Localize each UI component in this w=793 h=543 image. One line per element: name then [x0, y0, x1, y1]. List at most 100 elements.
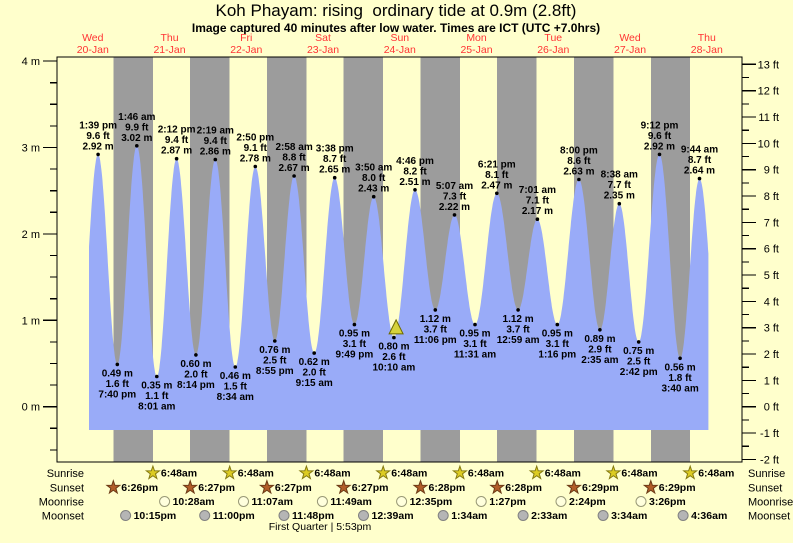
moonset-circle-icon	[517, 510, 529, 521]
tide-annotation-high: 8:00 pm	[560, 146, 598, 157]
moonrise-time: 12:35pm	[410, 496, 453, 508]
sunrise-star-icon	[528, 464, 545, 480]
tide-annotation-high: 8.7 ft	[323, 154, 347, 165]
tide-extreme-dot	[312, 351, 317, 355]
tide-extreme-dot	[174, 156, 179, 161]
day-label-weekday: Mon	[466, 32, 487, 44]
tide-annotations: 1:39 pm9.6 ft2.92 m0.49 m1.6 ft7:40 pm1:…	[79, 112, 718, 413]
sunrise-star-icon	[605, 464, 622, 480]
tide-extreme-dot	[495, 191, 499, 196]
page-subtitle: Image captured 40 minutes after low wate…	[192, 21, 600, 35]
moonset-time: 11:00pm	[213, 510, 255, 522]
tide-extreme-dot	[213, 157, 218, 162]
moonrise-time: 10:28am	[173, 496, 215, 508]
tide-annotation-low: 2.5 ft	[263, 356, 287, 367]
sunrise-time: 6:48am	[468, 468, 504, 480]
tide-annotation-low: 10:10 am	[372, 363, 415, 374]
tide-annotation-high: 2:50 pm	[236, 133, 274, 144]
day-labels: Wed20-JanThu21-JanFri22-JanSat23-JanSun2…	[77, 32, 723, 56]
sunrise-star-icon	[298, 464, 315, 480]
tide-annotation-low: 12:59 am	[497, 335, 540, 346]
sunset-time: 6:27pm	[198, 482, 235, 494]
sunset-star-icon	[566, 479, 582, 495]
tide-annotation-low: 11:06 pm	[414, 335, 457, 346]
tide-annotation-low: 0.75 m	[623, 346, 654, 357]
sunset-time: 6:27pm	[352, 482, 389, 494]
tide-annotation-low: 2.5 ft	[627, 356, 651, 367]
tide-annotation-high: 5:07 am	[436, 181, 473, 192]
tide-annotation-high: 8.8 ft	[282, 153, 306, 164]
tide-annotation-low: 2.0 ft	[303, 368, 327, 379]
sunset-star-icon	[642, 479, 659, 495]
moonset-row-label-left: Moonset	[42, 511, 84, 523]
sunset-star-icon	[182, 479, 199, 495]
tide-annotation-high: 2.63 m	[563, 167, 594, 178]
tide-annotation-low: 0.80 m	[378, 342, 409, 353]
right-axis-label: 13 ft	[758, 59, 779, 71]
tide-annotation-high: 9:44 am	[681, 145, 718, 156]
tide-annotation-low: 9:15 am	[296, 378, 333, 389]
sunset-star-icon	[489, 479, 506, 495]
tide-annotation-low: 0.95 m	[459, 329, 490, 340]
tide-extreme-dot	[371, 194, 376, 199]
day-label-date: 26-Jan	[537, 44, 569, 56]
moonrise-circle-icon	[555, 496, 567, 507]
tide-annotation-low: 8:14 pm	[177, 380, 215, 391]
tide-annotation-high: 2.92 m	[644, 141, 675, 152]
sunrise-star-icon	[375, 464, 392, 480]
tide-annotation-low: 0.49 m	[102, 368, 133, 379]
tide-extreme-dot	[155, 374, 159, 379]
tide-annotation-high: 9.4 ft	[165, 135, 189, 146]
tide-extreme-dot	[292, 174, 296, 178]
right-axis-label: 3 ft	[764, 323, 779, 335]
tide-annotation-low: 3:40 am	[661, 383, 698, 394]
day-label-weekday: Tue	[544, 32, 562, 44]
tide-annotation-high: 7:01 am	[519, 185, 556, 196]
tide-annotation-high: 2.87 m	[161, 146, 192, 157]
tide-annotation-low: 8:01 am	[138, 402, 175, 413]
right-axis-label: 2 ft	[764, 349, 779, 361]
left-axis-label: 1 m	[22, 315, 40, 327]
right-axis-label: 9 ft	[764, 165, 779, 177]
tide-curve	[89, 145, 709, 431]
tide-extreme-dot	[135, 144, 139, 148]
left-axis-label: 2 m	[22, 229, 40, 241]
tide-annotation-high: 6:21 pm	[478, 159, 516, 170]
tide-extreme-dot	[194, 353, 198, 357]
moonrise-time: 2:24pm	[569, 496, 606, 508]
tide-annotation-low: 11:31 am	[454, 350, 496, 361]
tide-annotation-low: 1.5 ft	[224, 382, 248, 393]
tide-extreme-dot	[452, 213, 457, 217]
sunset-star-icon	[105, 479, 122, 495]
sunrise-star-icon	[144, 464, 161, 480]
tide-annotation-low: 0.56 m	[665, 362, 696, 373]
sunset-time: 6:28pm	[505, 482, 542, 494]
tide-annotation-high: 9.6 ft	[86, 131, 110, 142]
moonset-circle-icon	[437, 510, 449, 521]
tide-annotation-high: 2:12 pm	[158, 125, 196, 136]
tide-annotation-high: 2.35 m	[604, 191, 635, 202]
moonset-time: 12:39am	[372, 510, 414, 522]
tide-extreme-dot	[555, 322, 560, 327]
tide-annotation-high: 4:46 pm	[396, 156, 434, 167]
moonset-circle-icon	[358, 510, 369, 521]
tide-annotation-high: 3:50 am	[355, 163, 392, 174]
tide-annotation-high: 8.7 ft	[688, 155, 712, 166]
moonrise-circle-icon	[316, 496, 328, 507]
tide-annotation-low: 0.62 m	[299, 357, 330, 368]
tide-annotation-high: 2.22 m	[439, 202, 470, 213]
tide-extreme-dot	[697, 176, 702, 181]
tide-annotation-high: 9.1 ft	[244, 143, 268, 154]
sunset-time: 6:29pm	[659, 482, 696, 494]
tide-annotation-low: 3.1 ft	[463, 339, 487, 350]
tide-extreme-dot	[577, 177, 581, 182]
tide-extreme-dot	[253, 164, 258, 169]
tide-annotation-high: 9.4 ft	[204, 136, 228, 147]
tide-annotation-high: 2.47 m	[481, 180, 512, 191]
sunrise-time: 6:48am	[621, 468, 657, 480]
tide-annotation-low: 1.8 ft	[668, 373, 692, 384]
day-label-date: 24-Jan	[384, 44, 416, 56]
sunrise-time: 6:48am	[391, 468, 427, 480]
